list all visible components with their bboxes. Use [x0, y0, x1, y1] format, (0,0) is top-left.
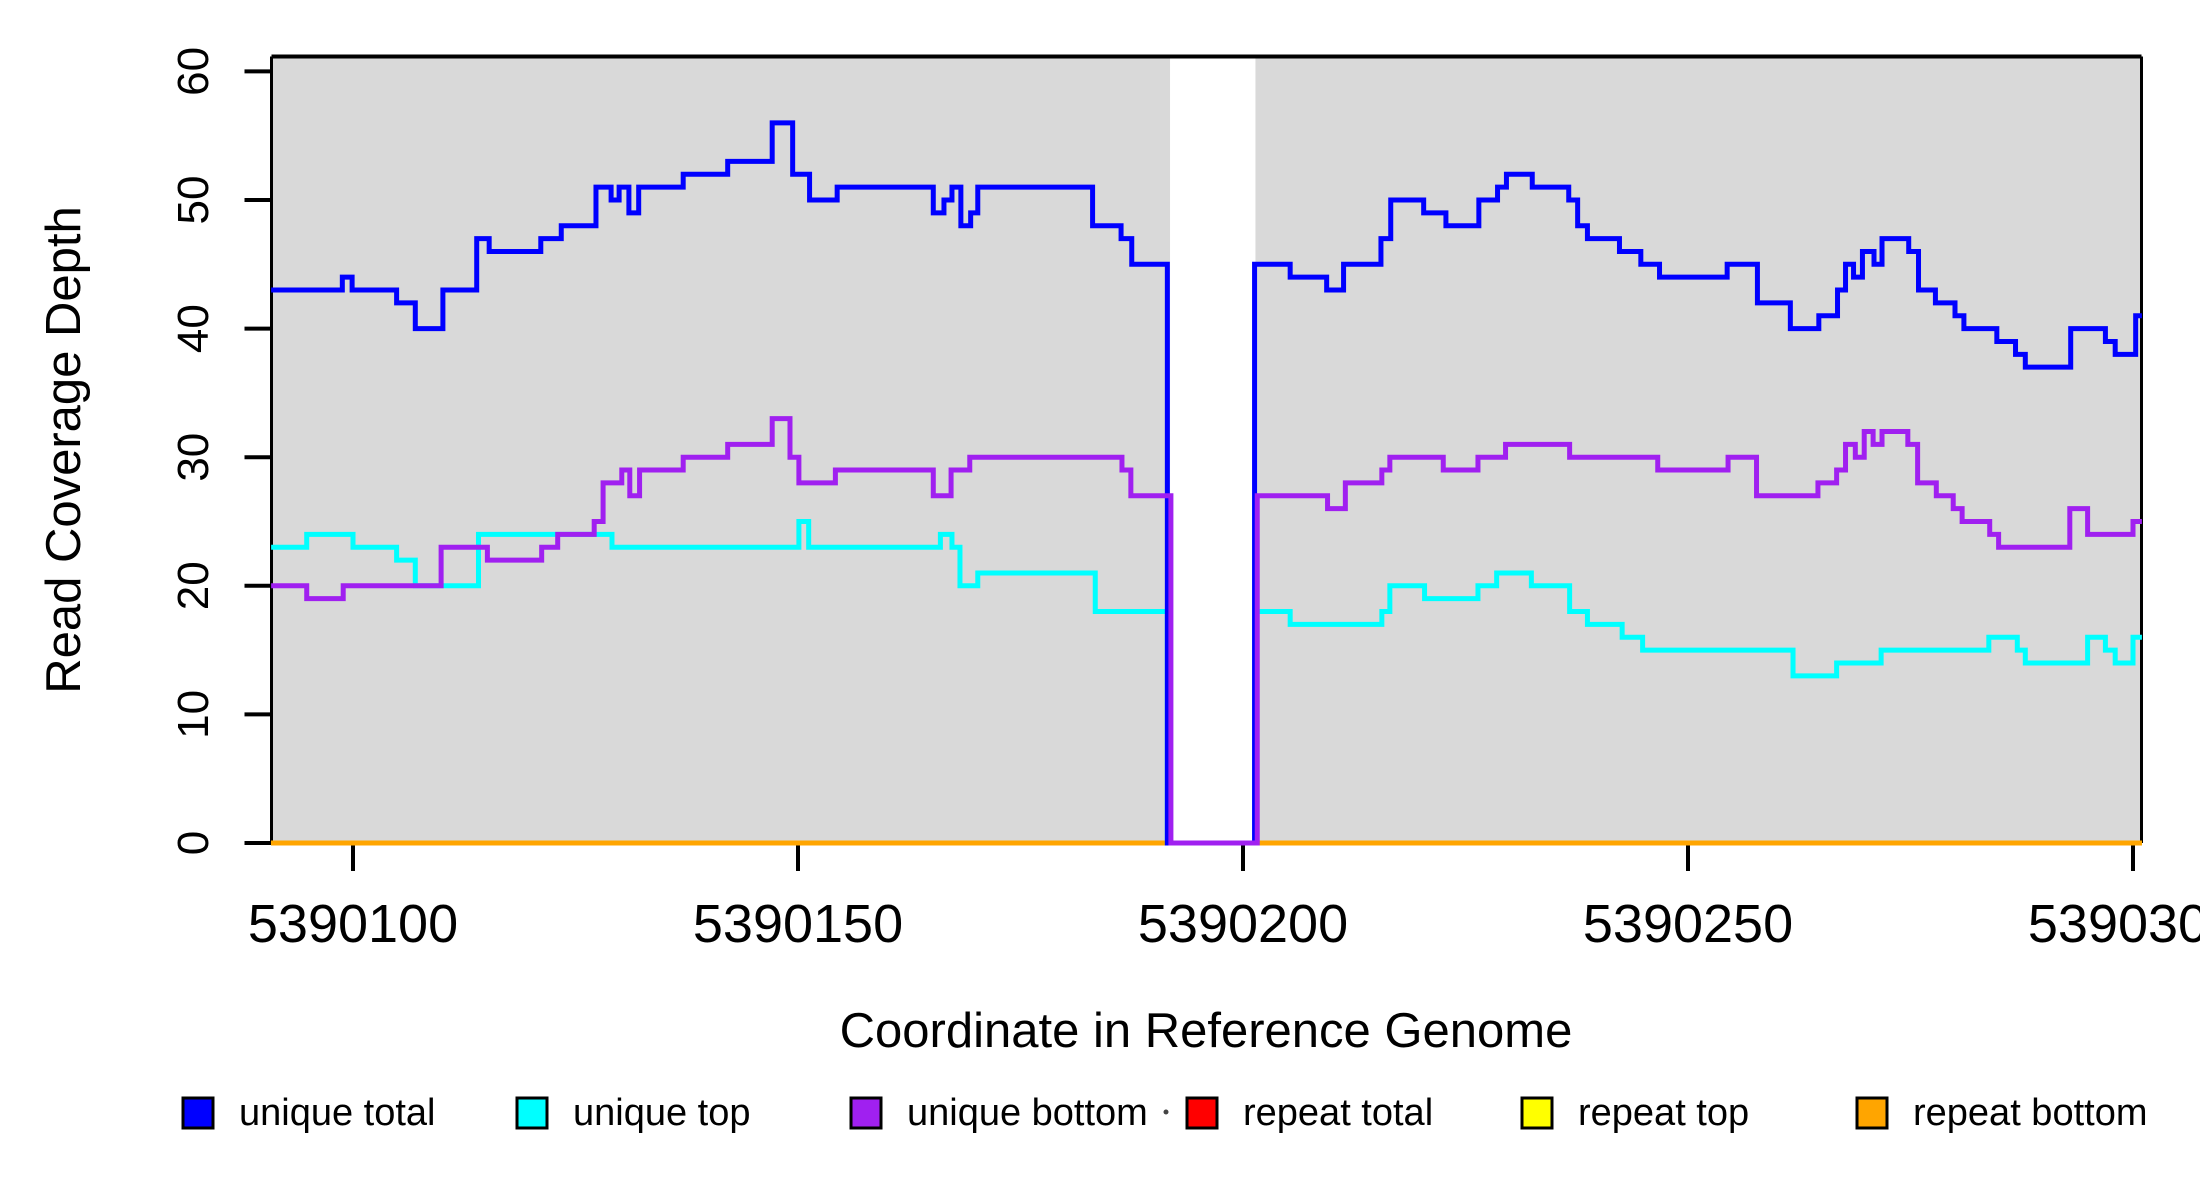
- legend-swatch-repeat-bottom: [1855, 1096, 1889, 1130]
- legend-label-repeat-bottom: repeat bottom: [1913, 1092, 2147, 1134]
- legend-item-repeat-top: repeat top: [1520, 1092, 1749, 1134]
- series-unique-top: [271, 519, 2142, 846]
- y-tick-label: 50: [169, 176, 218, 225]
- legend-swatch-unique-bottom: [849, 1096, 883, 1130]
- x-tick-label: 5390100: [248, 894, 458, 954]
- legend-item-unique-total: unique total: [181, 1092, 436, 1134]
- x-tick-label: 5390200: [1138, 894, 1348, 954]
- covered-region: [1255, 56, 2142, 843]
- y-tick-label: 30: [169, 433, 218, 482]
- y-tick-label: 40: [169, 304, 218, 353]
- y-tick-label: 20: [169, 561, 218, 610]
- stray-mark: [1163, 1109, 1169, 1115]
- legend-item-repeat-total: repeat total: [1185, 1092, 1433, 1134]
- x-tick-label: 5390150: [693, 894, 903, 954]
- series-unique-bottom: [271, 416, 2142, 846]
- x-axis-title: Coordinate in Reference Genome: [840, 1004, 1573, 1058]
- series-unique-total: [271, 120, 2142, 846]
- legend-label-repeat-total: repeat total: [1243, 1092, 1433, 1134]
- legend-label-repeat-top: repeat top: [1578, 1092, 1749, 1134]
- legend-swatch-unique-top: [515, 1096, 549, 1130]
- legend-label-unique-total: unique total: [239, 1092, 436, 1134]
- y-tick-label: 10: [169, 690, 218, 739]
- legend-swatch-unique-total: [181, 1096, 215, 1130]
- x-tick-label: 5390250: [1583, 894, 1793, 954]
- covered-regions: [271, 56, 2142, 843]
- legend-label-unique-top: unique top: [573, 1092, 751, 1134]
- y-tick-label: 60: [169, 47, 218, 96]
- legend-swatch-repeat-top: [1520, 1096, 1554, 1130]
- data-series: [271, 120, 2142, 846]
- y-tick-label: 0: [169, 831, 218, 855]
- legend-item-unique-bottom: unique bottom: [849, 1092, 1148, 1134]
- legend-swatch-repeat-total: [1185, 1096, 1219, 1130]
- legend: unique total unique top unique bottom repea…: [181, 1092, 2147, 1134]
- legend-label-unique-bottom: unique bottom: [907, 1092, 1148, 1134]
- legend-item-repeat-bottom: repeat bottom: [1855, 1092, 2147, 1134]
- y-axis-title: Read Coverage Depth: [37, 206, 91, 694]
- legend-item-unique-top: unique top: [515, 1092, 751, 1134]
